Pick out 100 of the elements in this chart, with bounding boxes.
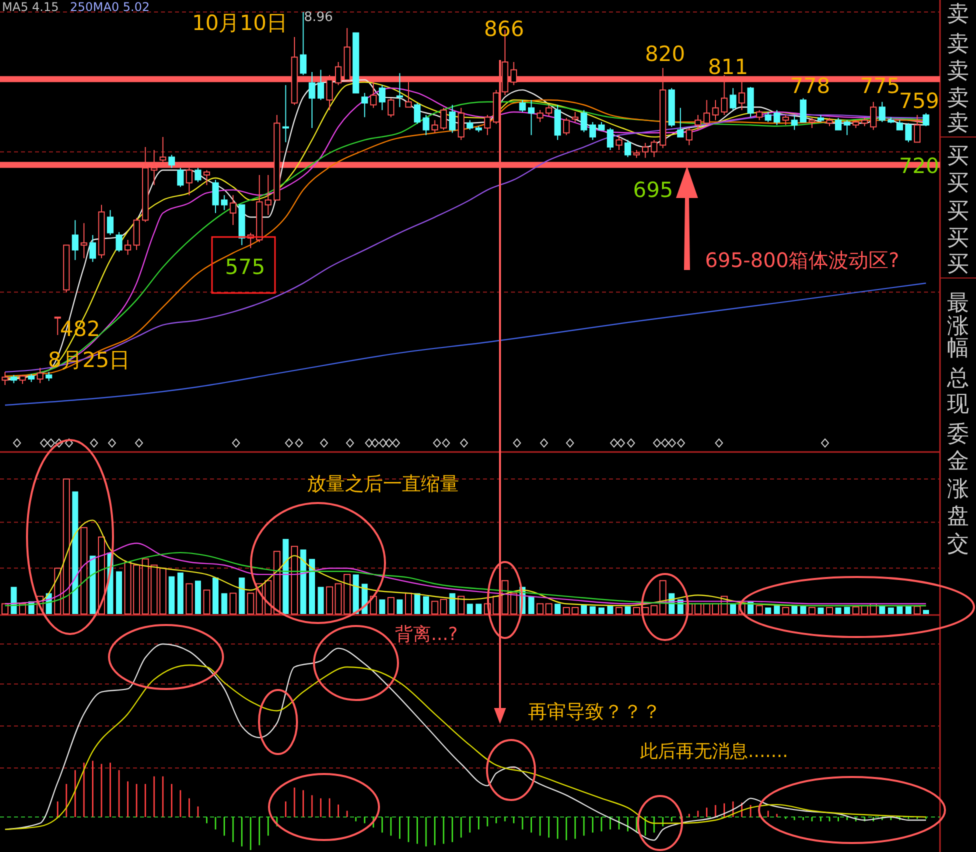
candlestick xyxy=(878,101,886,123)
text: 涨 xyxy=(947,477,969,502)
candlestick xyxy=(536,110,544,123)
candlestick xyxy=(677,107,684,138)
annotation: 695 xyxy=(633,178,674,202)
annotation: 695-800箱体波动区? xyxy=(705,248,900,272)
annotation: 820 xyxy=(645,42,686,66)
annotation: MA5 4.15 xyxy=(2,0,59,14)
text: 买 xyxy=(947,252,969,277)
text: 交 xyxy=(947,532,969,557)
candlestick xyxy=(308,72,316,129)
bar xyxy=(914,606,921,614)
annotation: 250MA0 5.02 xyxy=(70,0,150,14)
bar xyxy=(290,546,298,614)
text: 卖 xyxy=(947,32,969,57)
candlestick xyxy=(650,139,658,158)
annotation: 此后再无消息....... xyxy=(640,741,788,762)
bar xyxy=(186,583,193,614)
candlestick xyxy=(396,72,404,108)
bar xyxy=(379,599,386,614)
annotation: 759 xyxy=(899,89,940,113)
candlestick xyxy=(54,316,61,336)
bar xyxy=(791,606,798,614)
annotation: 10月10日 xyxy=(192,11,288,35)
bar xyxy=(352,574,359,614)
text: 金 xyxy=(947,449,969,474)
candlestick xyxy=(580,110,588,133)
bar xyxy=(879,606,886,614)
candlestick xyxy=(922,112,930,127)
candlestick xyxy=(203,170,210,186)
candlestick xyxy=(378,84,386,111)
candlestick xyxy=(905,122,912,143)
bar xyxy=(2,603,8,614)
bar xyxy=(90,556,96,614)
bar xyxy=(404,592,412,614)
bar xyxy=(423,596,430,614)
text: 委 xyxy=(947,422,969,447)
text: 买 xyxy=(947,199,969,224)
bar xyxy=(554,604,561,614)
bar xyxy=(466,604,473,614)
bar xyxy=(590,606,596,614)
bar xyxy=(923,610,929,614)
bar xyxy=(168,576,175,614)
annotation: 放量之后一直缩量 xyxy=(307,473,459,495)
bar xyxy=(800,606,806,614)
bar xyxy=(387,597,394,614)
bar xyxy=(633,607,640,614)
bar xyxy=(730,604,736,614)
bar xyxy=(370,596,377,614)
candlestick xyxy=(694,114,702,130)
bar xyxy=(177,572,184,614)
bar xyxy=(10,586,17,614)
candlestick xyxy=(712,100,719,121)
bar xyxy=(756,605,763,614)
candlestick xyxy=(168,154,175,168)
candlestick xyxy=(458,107,464,140)
candlestick xyxy=(466,120,474,130)
candlestick xyxy=(896,120,903,130)
bar xyxy=(449,593,456,614)
bar xyxy=(203,590,210,614)
bar xyxy=(545,603,552,614)
candlestick xyxy=(914,114,921,143)
candlestick xyxy=(2,371,8,386)
candlestick xyxy=(844,120,850,136)
candlestick xyxy=(616,134,622,151)
candlestick xyxy=(563,117,570,136)
candlestick xyxy=(546,104,552,117)
candlestick xyxy=(440,107,447,130)
bar xyxy=(528,596,534,614)
bar xyxy=(458,596,465,614)
candlestick xyxy=(624,139,632,158)
text: 卖 xyxy=(947,59,969,84)
candlestick xyxy=(764,111,772,123)
bar xyxy=(607,606,614,614)
bar xyxy=(765,608,772,614)
bar xyxy=(247,592,254,614)
candlestick xyxy=(220,194,228,211)
bar xyxy=(194,580,201,614)
candlestick xyxy=(432,120,438,134)
candlestick xyxy=(106,210,114,236)
annotation: 背离...? xyxy=(395,624,458,645)
text: 买 xyxy=(947,226,969,251)
bar xyxy=(580,604,587,614)
bar xyxy=(282,538,289,614)
candlestick xyxy=(870,101,877,130)
bar xyxy=(808,607,816,614)
text: 卖 xyxy=(947,2,969,27)
bar xyxy=(80,527,88,614)
candlestick xyxy=(414,102,421,124)
candlestick xyxy=(730,88,736,111)
annotation: 8.96 xyxy=(304,10,333,25)
bar xyxy=(116,571,122,614)
candlestick xyxy=(703,100,710,126)
bar xyxy=(659,580,666,614)
candlestick xyxy=(756,110,763,121)
bar xyxy=(396,599,403,614)
candlestick xyxy=(808,117,816,129)
candlestick xyxy=(230,194,236,226)
candlestick xyxy=(194,167,202,183)
candlestick xyxy=(791,114,798,130)
